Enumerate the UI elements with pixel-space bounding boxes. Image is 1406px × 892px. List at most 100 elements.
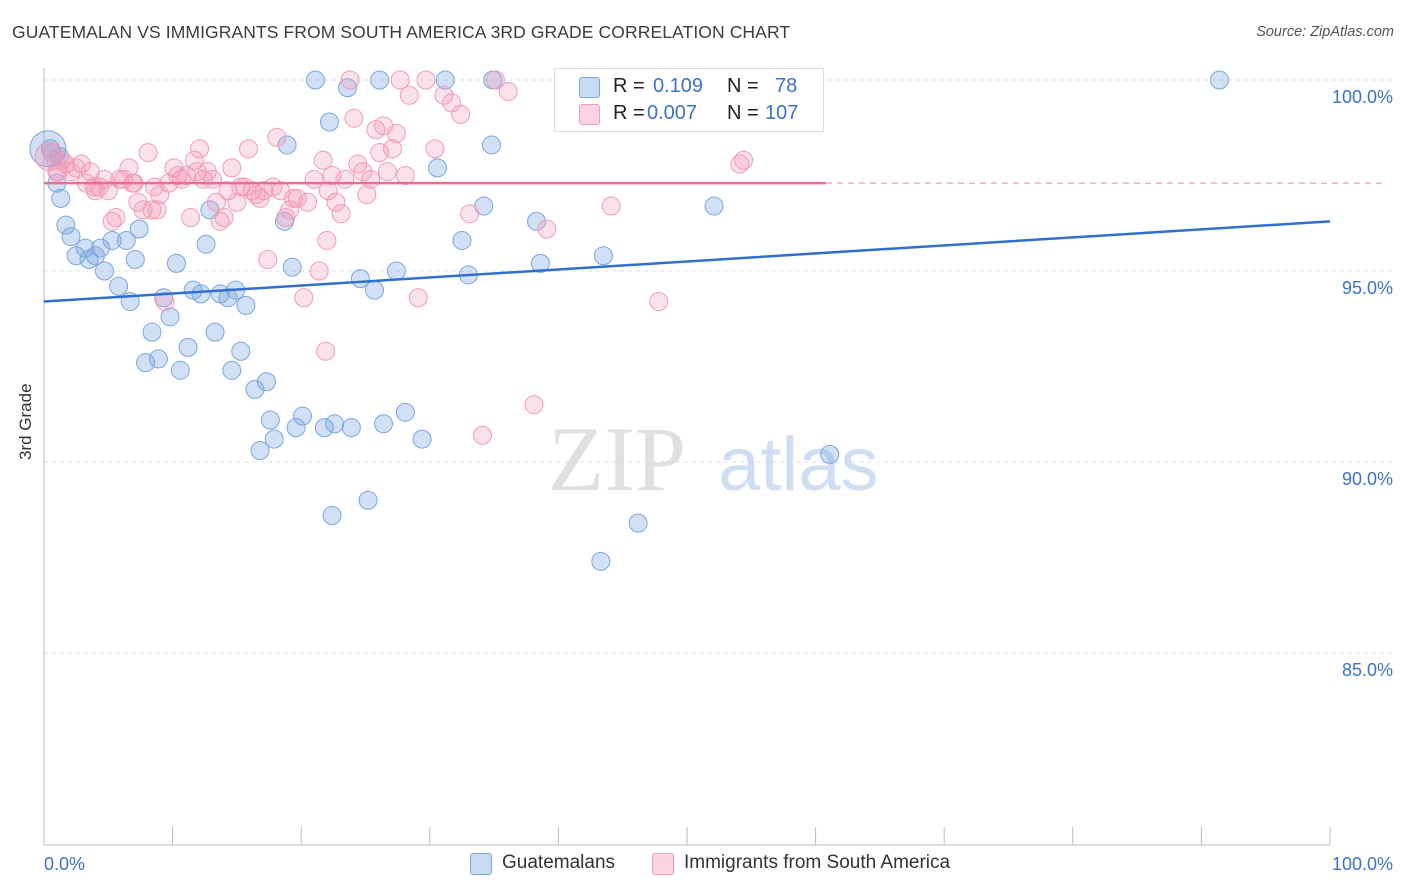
guatemalan-point: [222, 360, 242, 380]
y-tick-label: 85.0%: [1342, 660, 1393, 680]
immigrant-point: [298, 192, 318, 212]
immigrant-point: [34, 141, 64, 171]
immigrant-point: [395, 166, 415, 185]
immigrant-point: [361, 169, 381, 189]
immigrant-point: [184, 150, 204, 170]
guatemalan-point: [428, 158, 448, 178]
guatemalan-point: [29, 130, 67, 168]
guatemalan-point: [166, 253, 186, 273]
data-points: [29, 70, 1229, 571]
legend-label: Guatemalans: [502, 852, 616, 873]
immigrant-point: [322, 166, 342, 185]
watermark-atlas: atlas: [718, 422, 879, 507]
immigrant-point: [498, 81, 518, 101]
immigrant-point: [206, 192, 226, 212]
immigrant-point: [734, 150, 754, 170]
n-value: 78: [775, 75, 798, 97]
immigrant-point: [331, 204, 351, 224]
axes: [43, 68, 1331, 846]
immigrant-point: [649, 292, 669, 312]
immigrant-point: [142, 200, 162, 220]
tick-labels: 85.0% 90.0% 95.0% 100.0% 0.0% 100.0%: [44, 87, 1393, 874]
r-value: 0.109: [653, 75, 704, 97]
immigrant-point: [344, 108, 364, 128]
guatemalan-point: [282, 257, 302, 277]
immigrant-point: [416, 70, 436, 90]
guatemalan-point: [142, 322, 162, 342]
r-value: 0.007: [647, 102, 698, 124]
guatemalan-point: [205, 322, 225, 342]
guatemalan-point: [482, 135, 502, 155]
guatemalan-point: [245, 379, 265, 399]
n-label: N =: [727, 102, 759, 124]
r-label: R =: [613, 75, 645, 97]
immigrant-point: [425, 139, 445, 159]
immigrant-point: [61, 162, 81, 182]
guatemalan-point: [292, 406, 312, 426]
immigrant-point: [377, 162, 397, 182]
guatemalan-point: [337, 78, 357, 98]
guatemalan-point: [435, 70, 455, 90]
guatemalan-point: [341, 418, 361, 438]
blue-swatch: [579, 77, 600, 98]
n-label: N =: [727, 75, 759, 97]
guatemalan-point: [51, 188, 71, 208]
pink-swatch: [579, 104, 600, 125]
guatemalan-point: [593, 246, 613, 266]
immigrant-point: [357, 185, 377, 205]
immigrant-point: [317, 230, 337, 250]
pink-swatch: [652, 853, 674, 875]
guatemalans-trend-line: [43, 220, 1331, 303]
blue-swatch: [470, 853, 492, 875]
immigrant-point: [353, 162, 373, 182]
immigrant-point: [408, 288, 428, 308]
immigrant-point: [537, 219, 557, 239]
immigrant-point: [399, 85, 419, 105]
immigrant-point: [386, 123, 406, 143]
guatemalan-point: [191, 284, 211, 304]
stats-legend: R = 0.109 N = 78 R = 0.007 N = 107: [554, 68, 824, 132]
guatemalan-point: [530, 253, 550, 273]
y-tick-label: 100.0%: [1332, 87, 1393, 107]
immigrant-point: [147, 200, 167, 220]
guatemalan-point: [1209, 70, 1229, 90]
guatemalan-point: [277, 135, 297, 155]
trend-lines: [43, 181, 1385, 303]
guatemalan-point: [264, 429, 284, 449]
x-tick-label-end: 100.0%: [1332, 854, 1393, 874]
guatemalan-point: [218, 288, 238, 308]
immigrant-point: [155, 292, 175, 312]
guatemalan-point: [256, 372, 276, 392]
guatemalan-point: [178, 337, 198, 357]
guatemalan-point: [395, 402, 415, 422]
guatemalan-point: [370, 70, 390, 90]
immigrant-point: [451, 104, 471, 124]
guatemalan-point: [452, 230, 472, 250]
immigrant-point: [227, 192, 247, 212]
immigrant-point: [601, 196, 621, 216]
immigrant-point: [335, 169, 355, 189]
immigrant-point: [524, 395, 544, 415]
immigrant-point: [340, 70, 360, 90]
guatemalan-point: [704, 196, 724, 216]
guatemalan-point: [91, 238, 111, 258]
guatemalan-point: [116, 230, 136, 250]
immigrant-point: [84, 177, 104, 197]
immigrant-point: [383, 139, 403, 159]
guatemalan-point: [365, 280, 385, 300]
legend-label: Immigrants from South America: [684, 852, 951, 873]
immigrant-point: [66, 158, 86, 178]
chart-title: GUATEMALAN VS IMMIGRANTS FROM SOUTH AMER…: [12, 22, 791, 42]
immigrant-point: [460, 204, 480, 224]
guatemalan-point: [94, 261, 114, 281]
guatemalan-point: [125, 250, 145, 270]
immigrant-point: [190, 139, 210, 159]
immigrant-point: [294, 288, 314, 308]
guatemalan-point: [325, 414, 345, 434]
immigrant-point: [214, 208, 234, 228]
immigrant-point: [47, 162, 67, 182]
immigrant-point: [98, 181, 118, 201]
immigrant-point: [187, 162, 207, 182]
guatemalan-point: [109, 276, 129, 296]
